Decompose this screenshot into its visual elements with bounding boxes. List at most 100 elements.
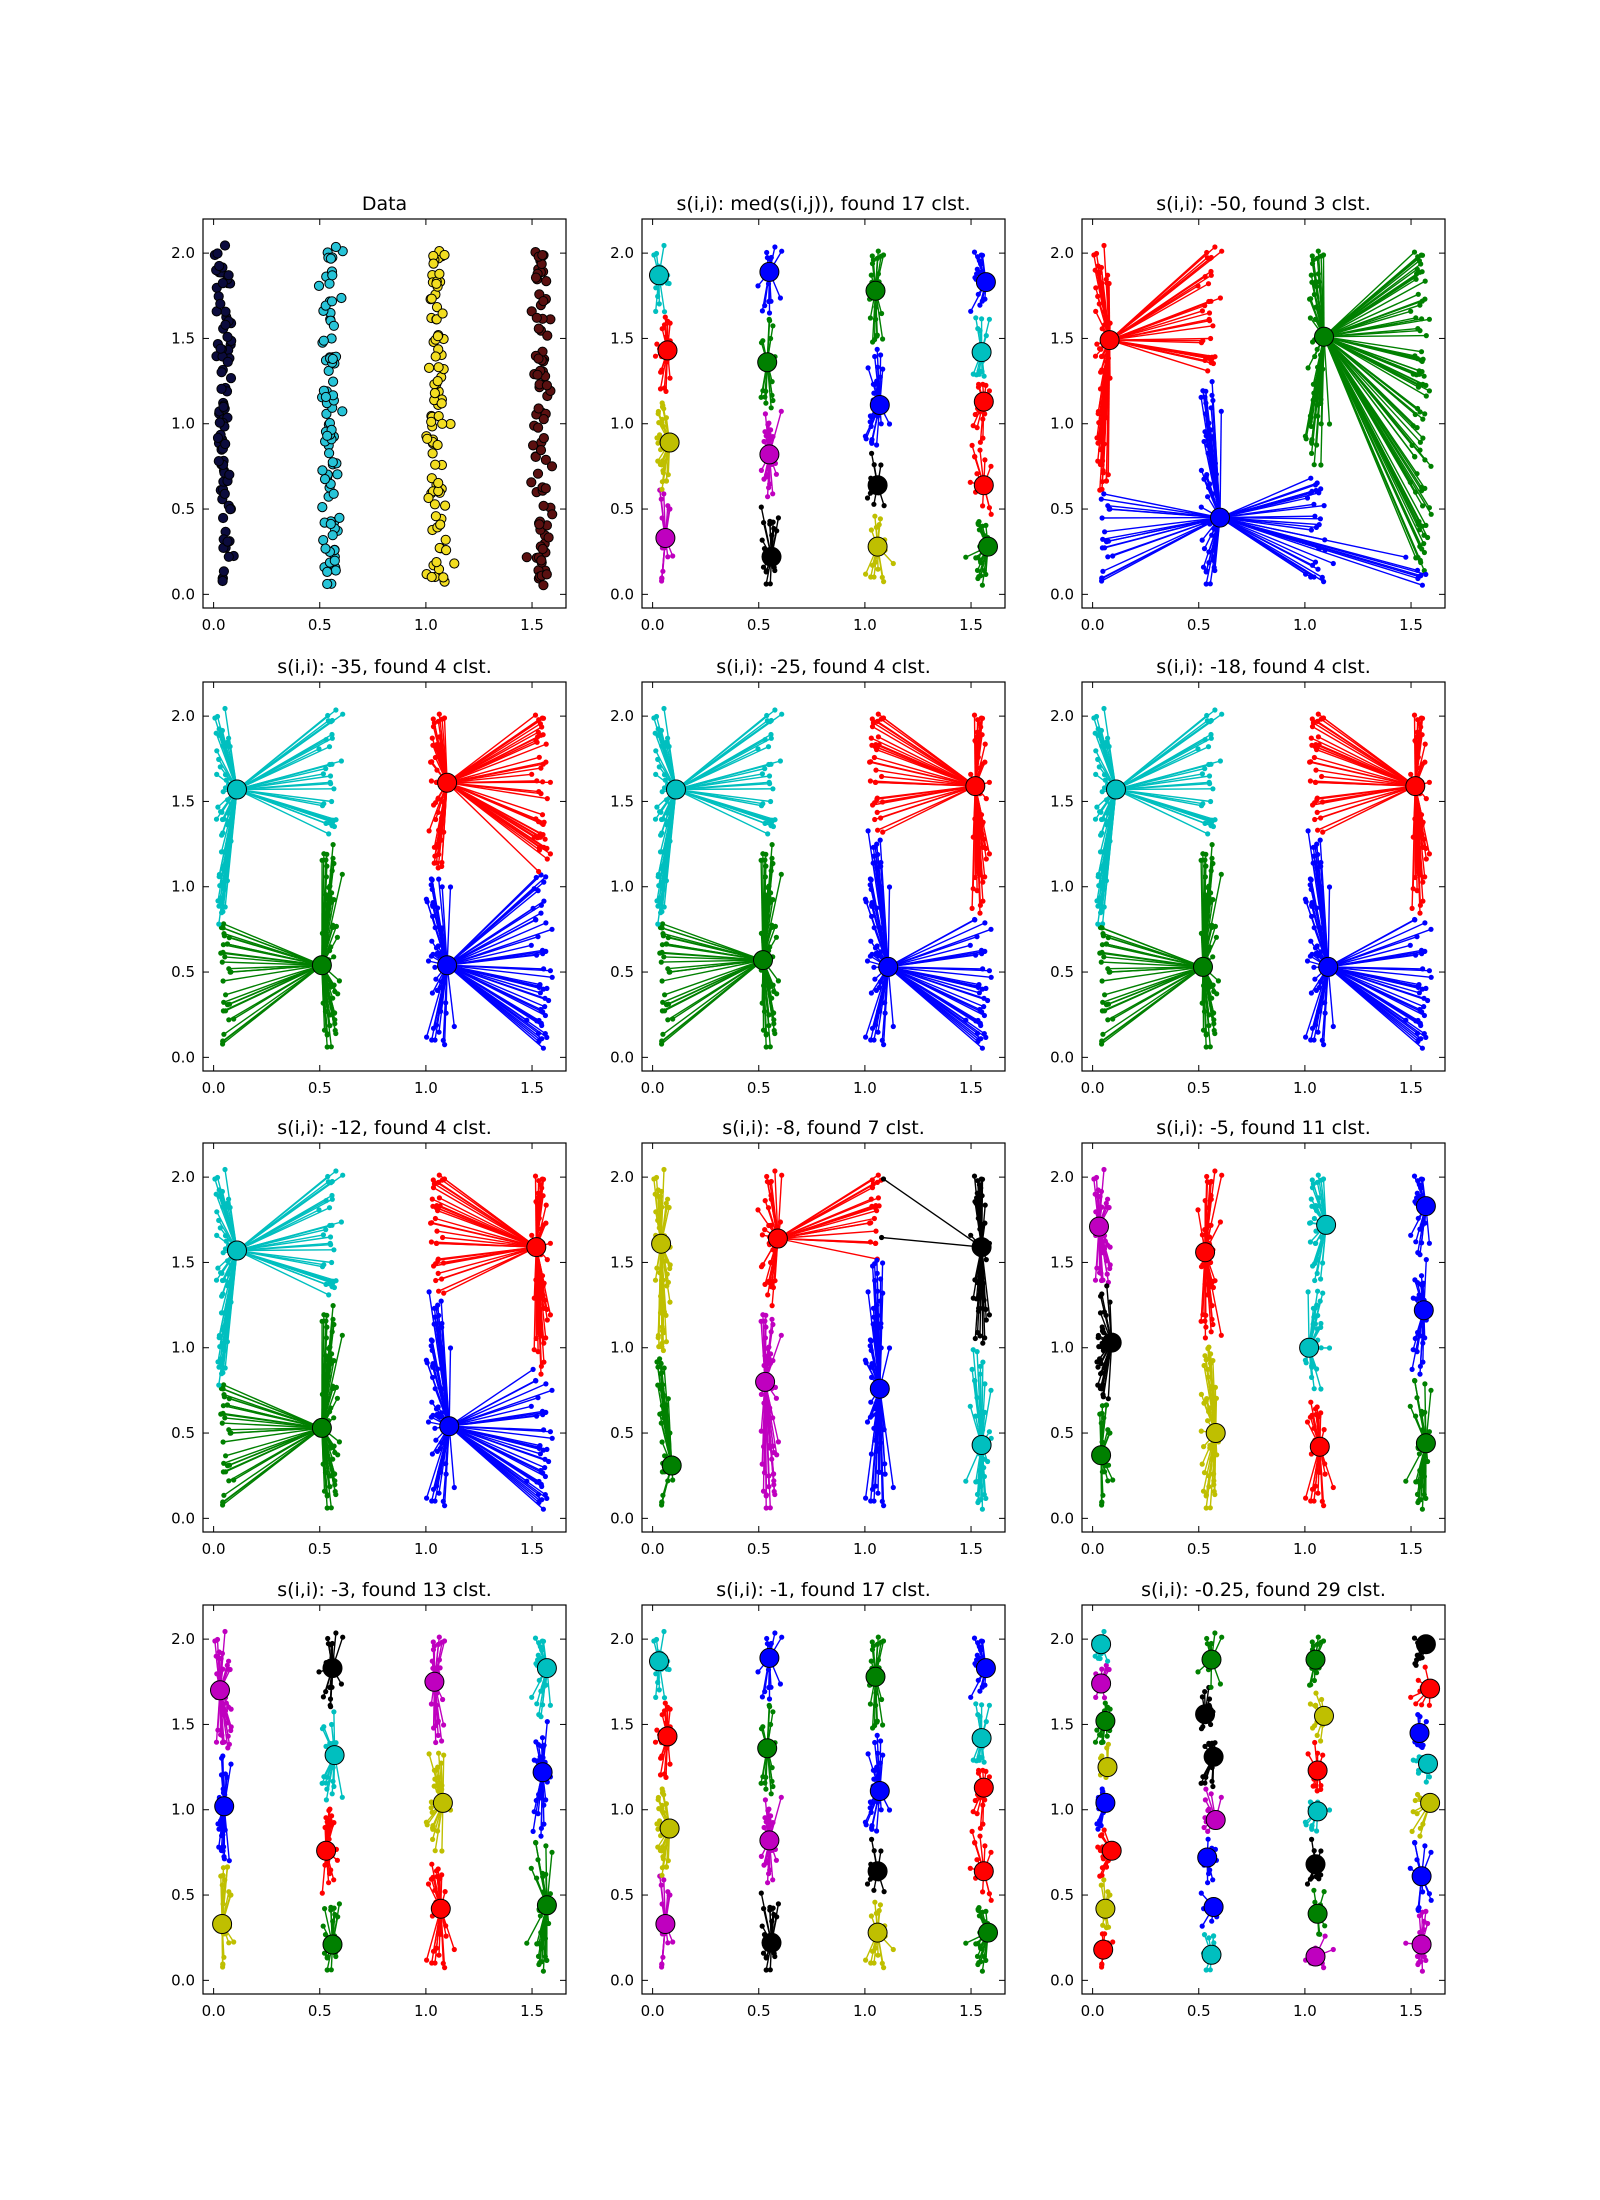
member-point <box>231 1477 237 1483</box>
member-point <box>1215 978 1221 984</box>
member-point <box>330 1280 336 1286</box>
member-point <box>535 888 541 894</box>
member-point <box>977 447 983 453</box>
member-point <box>331 1247 337 1253</box>
member-point <box>1102 529 1108 535</box>
member-point <box>224 1312 230 1318</box>
subplot-title: s(i,i): med(s(i,j)), found 17 clst. <box>676 193 970 215</box>
member-point <box>223 777 229 783</box>
data-point <box>328 376 339 387</box>
assignment-line <box>887 936 978 968</box>
member-point <box>1102 992 1108 998</box>
member-point <box>531 1347 537 1353</box>
exemplar-marker <box>1405 776 1426 797</box>
assignment-line <box>446 782 538 839</box>
member-point <box>972 454 978 460</box>
assignment-line <box>663 956 764 961</box>
assignment-line <box>668 937 764 961</box>
member-point <box>1095 921 1101 927</box>
member-point <box>1411 712 1418 718</box>
member-point <box>434 1240 440 1246</box>
member-point <box>1320 366 1326 372</box>
member-point <box>1415 405 1421 412</box>
assignment-line <box>1323 336 1423 550</box>
member-point <box>976 381 982 387</box>
member-point <box>1101 309 1108 315</box>
assignment-line <box>1323 336 1422 353</box>
member-point <box>874 796 880 802</box>
assignment-line <box>865 901 889 968</box>
assignment-line <box>675 773 763 791</box>
member-point <box>874 442 880 448</box>
member-point <box>1104 822 1110 828</box>
member-point <box>661 322 668 328</box>
member-point <box>881 503 887 509</box>
y-tick-label: 1.0 <box>171 415 195 433</box>
data-point <box>533 422 544 433</box>
member-point <box>541 1340 547 1346</box>
member-point <box>1309 261 1316 267</box>
assignment-line <box>448 1426 455 1488</box>
member-point <box>759 537 765 543</box>
member-point <box>662 314 668 320</box>
member-point <box>1308 414 1314 420</box>
axes-frame <box>641 218 1006 609</box>
member-point <box>323 737 329 743</box>
member-point <box>221 1492 227 1498</box>
member-point <box>1100 999 1106 1005</box>
assignment-line <box>1323 327 1418 338</box>
assignment-line <box>871 718 976 787</box>
member-point <box>429 938 435 944</box>
member-point <box>435 1179 441 1185</box>
x-tick-label: 1.5 <box>1399 1079 1423 1097</box>
data-point <box>543 532 554 543</box>
member-point <box>1426 968 1432 974</box>
assignment-line <box>446 782 539 823</box>
member-point <box>535 1395 541 1401</box>
member-point <box>216 1187 222 1193</box>
y-tick-label: 2.0 <box>1050 244 1074 262</box>
member-point <box>214 1232 220 1238</box>
member-point <box>433 1205 439 1211</box>
member-point <box>970 886 976 892</box>
data-point <box>318 535 329 546</box>
assignment-line <box>1106 275 1111 341</box>
assignment-line <box>236 1244 331 1252</box>
member-point <box>542 1297 548 1303</box>
assignment-line <box>888 950 985 968</box>
member-point <box>977 557 983 564</box>
member-point <box>1426 388 1432 394</box>
member-point <box>1326 884 1333 890</box>
member-point <box>1207 256 1213 262</box>
member-point <box>1104 359 1110 365</box>
exemplar-marker <box>526 1237 547 1258</box>
member-point <box>663 388 669 394</box>
assignment-line <box>1219 515 1315 519</box>
member-point <box>333 1491 339 1498</box>
member-point <box>1423 845 1429 852</box>
data-point <box>223 270 234 281</box>
assignment-line <box>1106 943 1204 968</box>
member-point <box>978 812 985 818</box>
member-point <box>330 995 336 1001</box>
data-point <box>327 353 338 365</box>
assignment-line <box>888 966 992 978</box>
assignment-line <box>1317 785 1416 831</box>
member-point <box>1209 459 1215 465</box>
member-point <box>1203 433 1209 439</box>
member-point <box>1413 489 1419 495</box>
member-point <box>657 386 664 392</box>
member-point <box>1206 1012 1212 1018</box>
data-point <box>437 308 448 319</box>
member-point <box>982 457 988 463</box>
member-point <box>536 754 542 760</box>
member-point <box>772 1030 778 1037</box>
member-point <box>665 1017 671 1023</box>
assignment-line <box>446 763 544 784</box>
member-point <box>543 920 549 926</box>
x-tick-label: 1.5 <box>520 616 544 634</box>
member-point <box>436 711 442 717</box>
member-point <box>329 890 335 896</box>
member-point <box>1413 372 1420 378</box>
member-point <box>1317 374 1323 380</box>
